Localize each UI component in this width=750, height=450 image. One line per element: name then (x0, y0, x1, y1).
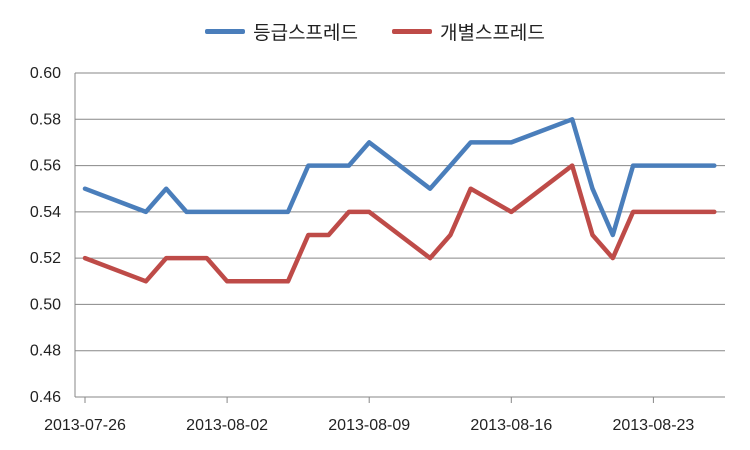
y-tick-label: 0.54 (30, 204, 61, 221)
x-tick-label: 2013-08-02 (186, 417, 268, 434)
legend-item-series-2: 개별스프레드 (392, 18, 545, 45)
x-tick-label: 2013-08-16 (470, 417, 552, 434)
y-tick-label: 0.50 (30, 296, 61, 313)
y-tick-label: 0.58 (30, 111, 61, 128)
legend-swatch-series-2 (392, 29, 432, 34)
y-tick-label: 0.46 (30, 389, 61, 406)
legend: 등급스프레드 개별스프레드 (0, 18, 750, 45)
x-tick-label: 2013-08-09 (328, 417, 410, 434)
series-line-2 (82, 163, 717, 284)
legend-swatch-series-1 (205, 29, 246, 34)
legend-item-series-1: 등급스프레드 (205, 18, 358, 45)
legend-label-series-2: 개별스프레드 (440, 23, 545, 44)
y-tick-label: 0.56 (30, 158, 61, 175)
x-tick-label: 2013-07-26 (44, 417, 126, 434)
series-line-1 (82, 117, 717, 238)
x-tick-label: 2013-08-23 (612, 417, 694, 434)
y-tick-label: 0.60 (30, 65, 61, 82)
y-tick-label: 0.48 (30, 343, 61, 360)
y-tick-label: 0.52 (30, 250, 61, 267)
legend-label-series-1: 등급스프레드 (253, 23, 358, 44)
